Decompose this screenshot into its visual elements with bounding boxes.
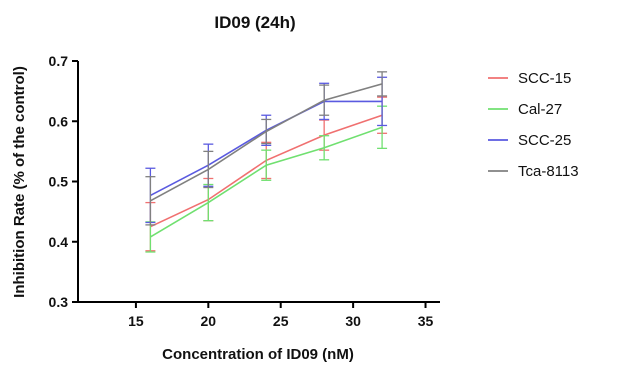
x-axis-ticks: 15 20 25 30 35 (128, 302, 434, 329)
y-tick-label: 0.4 (49, 234, 69, 250)
y-tick-label: 0.3 (49, 294, 69, 310)
legend-label: Tca-8113 (518, 163, 579, 180)
y-axis-ticks: 0.3 0.4 0.5 0.6 0.7 (49, 53, 78, 310)
plot-area (145, 71, 388, 253)
x-tick-label: 15 (128, 313, 144, 329)
series-tca-8113 (145, 71, 388, 226)
x-tick-label: 35 (418, 313, 434, 329)
chart-title: ID09 (24h) (214, 13, 295, 32)
legend: SCC-15 Cal-27 SCC-25 Tca-8113 (488, 70, 579, 180)
legend-label: SCC-25 (518, 132, 571, 149)
x-tick-label: 25 (273, 313, 289, 329)
y-tick-label: 0.7 (49, 53, 69, 69)
legend-label: SCC-15 (518, 70, 571, 87)
x-tick-label: 20 (201, 313, 217, 329)
x-axis-label: Concentration of ID09 (nM) (162, 346, 354, 363)
y-tick-label: 0.5 (49, 174, 69, 190)
legend-label: Cal-27 (518, 101, 562, 118)
y-axis-label: Inhibition Rate (% of the control) (11, 66, 28, 298)
x-tick-label: 30 (345, 313, 361, 329)
y-tick-label: 0.6 (49, 113, 69, 129)
